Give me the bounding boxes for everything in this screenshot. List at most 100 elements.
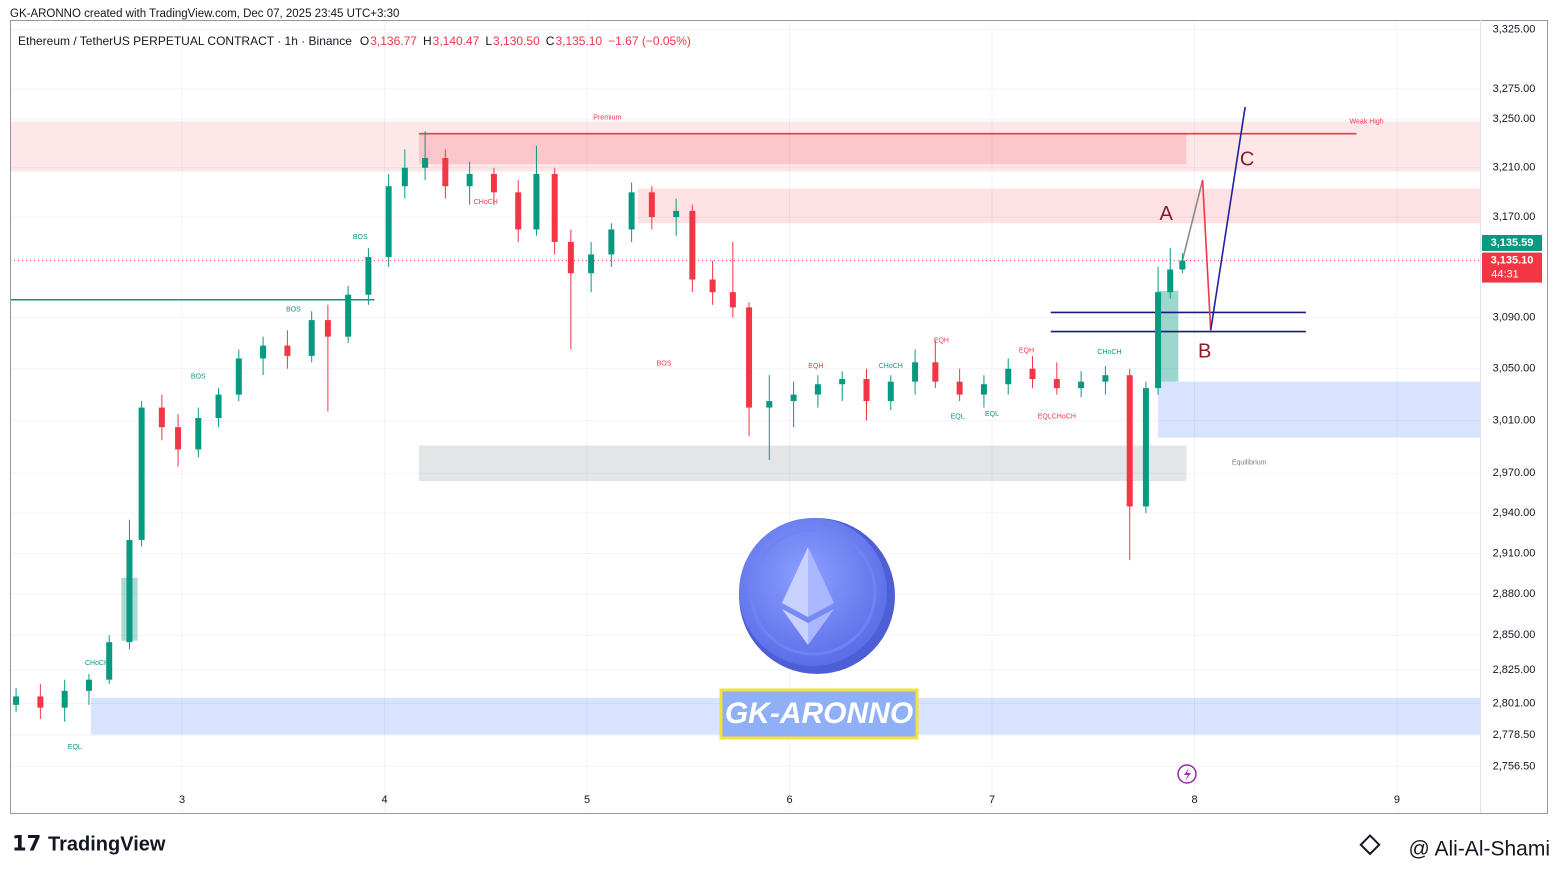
annotation: CHoCH <box>474 199 498 206</box>
candle-body <box>13 696 20 705</box>
indicator-price-box <box>1482 234 1542 251</box>
y-tick-label: 3,170.00 <box>1493 211 1536 223</box>
candle-body <box>1126 375 1133 507</box>
quote-value: 3,135.10 <box>555 34 602 48</box>
candle-body <box>158 407 165 428</box>
candle-body <box>1053 379 1060 389</box>
grid <box>10 20 1480 813</box>
annotation: BOS <box>657 360 672 367</box>
y-tick-label: 3,050.00 <box>1493 363 1536 375</box>
x-tick-label: 9 <box>1394 794 1400 806</box>
x-tick-label: 4 <box>382 794 388 806</box>
candle-body <box>746 307 753 408</box>
candle-body <box>138 407 145 540</box>
quote-value: 3,130.50 <box>493 34 540 48</box>
candle-body <box>790 394 797 402</box>
zones <box>10 121 1481 735</box>
x-tick-label: 5 <box>584 794 590 806</box>
candle-body <box>588 254 595 274</box>
annotation: BOS <box>286 307 301 314</box>
alert-icon[interactable] <box>1177 764 1197 784</box>
zone <box>10 121 1480 172</box>
annotation: EQLCHoCH <box>1038 414 1076 421</box>
brand: TradingView <box>48 833 166 855</box>
y-tick-label: 3,010.00 <box>1493 415 1536 427</box>
candle-body <box>912 362 919 382</box>
annotation: EQL <box>985 411 999 418</box>
y-tick-label: 2,850.00 <box>1493 629 1536 641</box>
candle-body <box>673 210 680 218</box>
last-price-label: 3,135.10 <box>1491 254 1534 266</box>
x-tick-label: 6 <box>786 794 792 806</box>
annotation: EQH <box>1019 348 1034 355</box>
chart-border <box>10 20 1548 814</box>
annotation: BOS <box>353 234 368 241</box>
quote-value: 3,140.47 <box>433 34 480 48</box>
annotation: BOS <box>191 373 206 380</box>
candle-body <box>37 696 44 708</box>
candle-body <box>648 192 655 218</box>
drawing-line <box>1201 180 1212 331</box>
indicator-price-label: 3,135.59 <box>1491 237 1534 249</box>
candle-body <box>235 358 242 395</box>
candle-body <box>490 173 497 193</box>
legend: Ethereum / TetherUS PERPETUAL CONTRACT ·… <box>18 34 691 48</box>
annotation: EQL <box>951 414 965 421</box>
candle-body <box>175 427 182 450</box>
annotation: Weak High <box>1350 118 1384 125</box>
quote-key: O <box>360 34 369 48</box>
annotation: EQH <box>934 337 949 344</box>
candle-body <box>709 279 716 293</box>
x-tick-label: 7 <box>989 794 995 806</box>
candle-body <box>85 679 92 691</box>
y-tick-label: 3,210.00 <box>1493 162 1536 174</box>
zone <box>1158 290 1179 382</box>
candle-body <box>345 294 352 337</box>
candle-body <box>365 256 372 295</box>
candle-body <box>932 362 939 382</box>
zone <box>419 133 1187 165</box>
y-tick-label: 3,325.00 <box>1493 23 1536 35</box>
y-tick-label: 2,880.00 <box>1493 588 1536 600</box>
quote-key: H <box>423 34 432 48</box>
candle-body <box>689 210 696 280</box>
legend-title: Ethereum / TetherUS PERPETUAL CONTRACT ·… <box>18 34 352 48</box>
annotation: Premium <box>593 115 621 122</box>
annotation: Equilibrium <box>1232 459 1267 466</box>
annotation: CHoCH <box>1097 349 1121 356</box>
y-tick-label: 2,910.00 <box>1493 547 1536 559</box>
candle-body <box>284 345 291 356</box>
author-logo <box>1359 834 1381 856</box>
candle-body <box>567 241 574 274</box>
candle-body <box>814 384 821 395</box>
zone <box>637 188 1480 224</box>
last-price-box <box>1482 252 1542 283</box>
candle-body <box>533 173 540 230</box>
y-tick-label: 3,090.00 <box>1493 311 1536 323</box>
candle-body <box>1005 368 1012 385</box>
candle-body <box>324 320 331 337</box>
candle-body <box>551 173 558 242</box>
y-tick-label: 2,801.00 <box>1493 697 1536 709</box>
y-tick-label: 2,778.50 <box>1493 729 1536 741</box>
y-tick-label: 2,940.00 <box>1493 507 1536 519</box>
candle-body <box>260 345 267 359</box>
wave-label: B <box>1198 340 1211 362</box>
quote-value: 3,136.77 <box>370 34 417 48</box>
zone <box>419 445 1187 482</box>
x-tick-label: 3 <box>179 794 185 806</box>
watermark-box <box>719 688 919 740</box>
candle-body <box>215 394 222 419</box>
candle-body <box>61 690 68 708</box>
candle-body <box>422 157 429 168</box>
zone <box>1158 381 1480 438</box>
candle-body <box>766 401 773 408</box>
candle-body <box>980 384 987 395</box>
annotation: EQH <box>808 363 823 370</box>
y-tick-label: 2,970.00 <box>1493 467 1536 479</box>
candle-body <box>1167 269 1174 293</box>
y-tick-label: 2,825.00 <box>1493 664 1536 676</box>
candle-body <box>466 173 473 187</box>
